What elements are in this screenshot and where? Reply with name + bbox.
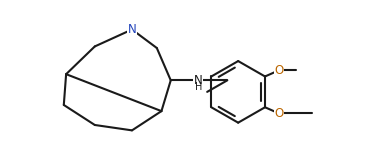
Text: N: N (128, 23, 137, 36)
Text: O: O (275, 64, 283, 77)
Text: N: N (193, 74, 202, 87)
Text: O: O (275, 107, 283, 120)
Text: H: H (195, 82, 202, 92)
